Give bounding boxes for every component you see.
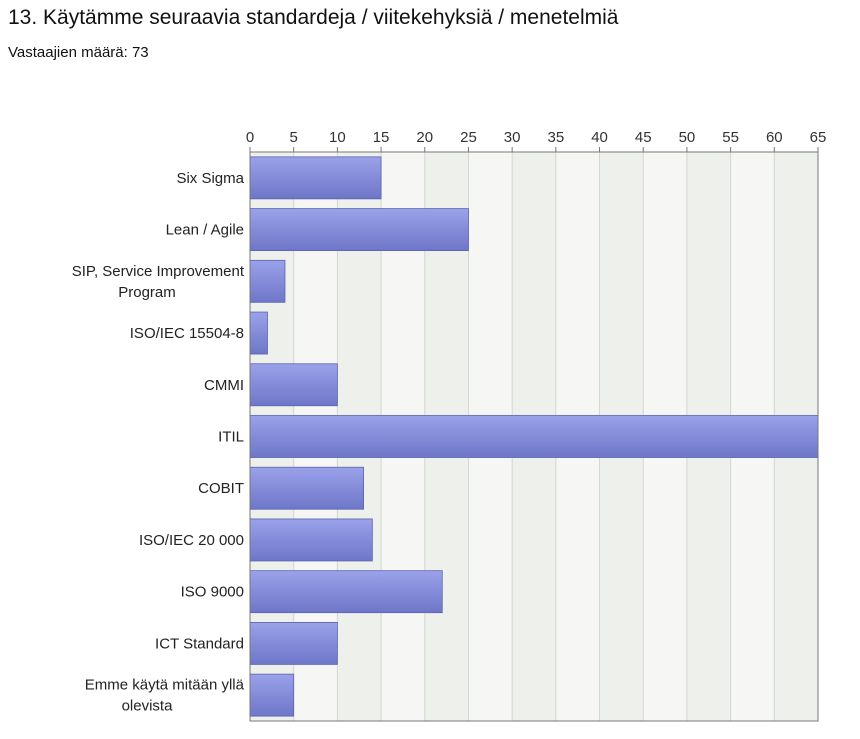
x-tick-label: 40 (591, 129, 608, 146)
bars (249, 156, 819, 717)
plot-frame (249, 151, 819, 722)
category-label: ISO/IEC 15504-8 (130, 325, 244, 342)
bar (249, 415, 819, 458)
x-tick-labels: 0 5 10 15 20 25 30 35 40 45 50 55 60 65 (246, 129, 827, 146)
respondent-count: Vastaajien määrä: 73 (8, 44, 149, 61)
bar (249, 259, 286, 303)
x-tick-label: 10 (329, 129, 346, 146)
bar (249, 208, 469, 251)
x-tick-label: 35 (548, 129, 565, 146)
bar (249, 518, 373, 562)
category-label: COBIT (198, 480, 244, 497)
bar (249, 311, 268, 355)
category-label: SIP, Service Improvement (72, 263, 245, 280)
category-label: Lean / Agile (166, 222, 244, 239)
category-label: Six Sigma (176, 170, 244, 187)
bar (249, 363, 338, 407)
bar (249, 570, 443, 614)
category-label: Program (118, 284, 176, 301)
x-tick-label: 65 (810, 129, 827, 146)
x-tick-label: 5 (290, 129, 298, 146)
category-label: ITIL (218, 429, 244, 446)
x-tick-label: 30 (504, 129, 521, 146)
category-label: ISO 9000 (181, 584, 244, 601)
x-tick-label: 60 (766, 129, 783, 146)
bar (249, 466, 364, 510)
x-tick-label: 15 (373, 129, 390, 146)
bar (249, 673, 295, 717)
page-title: 13. Käytämme seuraavia standardeja / vii… (8, 6, 619, 29)
x-tick-label: 20 (416, 129, 433, 146)
bar (249, 622, 338, 665)
axes (249, 151, 819, 722)
x-tick-label: 50 (679, 129, 696, 146)
category-label: CMMI (204, 377, 244, 394)
category-label: Emme käytä mitään yllä (85, 677, 245, 694)
x-tick-label: 25 (460, 129, 477, 146)
x-tick-label: 55 (722, 129, 739, 146)
category-label: olevista (122, 698, 174, 715)
category-label: ICT Standard (155, 635, 244, 652)
x-tick-label: 45 (635, 129, 652, 146)
category-label: ISO/IEC 20 000 (139, 532, 244, 549)
category-labels: Six Sigma Lean / Agile SIP, Service Improv… (72, 170, 245, 715)
x-tick-label: 0 (246, 129, 254, 146)
bar (249, 156, 382, 200)
